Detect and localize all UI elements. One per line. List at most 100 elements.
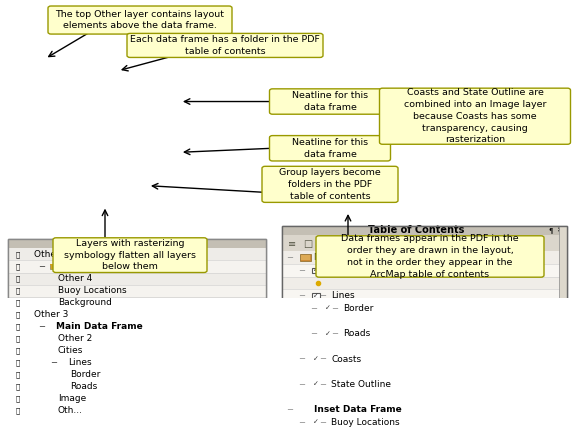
- Text: Group layers become
folders in the PDF
table of contents: Group layers become folders in the PDF t…: [279, 168, 381, 201]
- Text: 👁: 👁: [16, 263, 20, 270]
- Text: ✓: ✓: [313, 267, 319, 273]
- Bar: [8, 273, 266, 285]
- FancyBboxPatch shape: [8, 239, 266, 419]
- Bar: [282, 251, 567, 412]
- Text: −: −: [38, 262, 45, 271]
- Text: ◈: ◈: [320, 240, 328, 249]
- Bar: [8, 345, 266, 357]
- Text: −: −: [319, 355, 326, 363]
- Text: −: −: [310, 329, 318, 338]
- Text: 👁: 👁: [16, 275, 20, 282]
- Text: 👁: 👁: [16, 311, 20, 318]
- Text: Inset Data Frame: Inset Data Frame: [314, 405, 402, 414]
- Text: −: −: [38, 322, 45, 331]
- Text: ¶: ¶: [549, 227, 553, 233]
- Bar: [50, 264, 60, 269]
- FancyBboxPatch shape: [262, 166, 398, 202]
- Text: Buoy Locations: Buoy Locations: [331, 418, 400, 427]
- Text: −: −: [299, 266, 306, 275]
- Text: Layers with rasterizing
symbology flatten all layers
below them: Layers with rasterizing symbology flatte…: [64, 239, 196, 272]
- FancyBboxPatch shape: [379, 88, 570, 144]
- Text: Other 5: Other 5: [34, 250, 68, 259]
- Text: ≡: ≡: [288, 240, 296, 249]
- Bar: [282, 226, 567, 235]
- Text: ✓: ✓: [325, 305, 331, 311]
- Bar: [282, 251, 567, 264]
- Bar: [312, 268, 320, 273]
- Text: □: □: [335, 240, 345, 249]
- Text: 👁: 👁: [16, 251, 20, 258]
- Bar: [314, 369, 326, 374]
- Text: 👁: 👁: [16, 408, 20, 414]
- Text: −: −: [51, 358, 58, 367]
- Text: State Outline: State Outline: [331, 380, 391, 389]
- Text: ≡: ≡: [352, 240, 360, 249]
- Bar: [8, 381, 266, 393]
- Text: 👁: 👁: [16, 335, 20, 342]
- Bar: [282, 353, 567, 365]
- Text: Image: Image: [58, 394, 86, 403]
- Text: Background: Background: [58, 298, 112, 307]
- Text: Neatline for this
data frame: Neatline for this data frame: [292, 91, 368, 112]
- Text: Table of Contents: Table of Contents: [368, 225, 465, 235]
- Text: Roads: Roads: [70, 382, 97, 391]
- Text: −: −: [319, 291, 326, 300]
- Text: 👁: 👁: [16, 384, 20, 390]
- Text: Cities: Cities: [58, 346, 83, 355]
- Text: ✓: ✓: [313, 420, 319, 425]
- Text: ✓: ✓: [325, 330, 331, 337]
- Text: Border: Border: [343, 304, 373, 313]
- Bar: [282, 365, 567, 378]
- Bar: [301, 407, 310, 413]
- Bar: [282, 314, 567, 327]
- Bar: [282, 404, 567, 416]
- Bar: [8, 321, 266, 333]
- FancyBboxPatch shape: [48, 6, 232, 34]
- Text: Main Data Frame: Main Data Frame: [314, 253, 391, 262]
- Text: −: −: [299, 380, 306, 389]
- Text: 👁: 👁: [16, 347, 20, 354]
- Text: Other 2: Other 2: [58, 334, 92, 343]
- Bar: [282, 302, 567, 314]
- Text: Coasts: Coasts: [331, 355, 361, 363]
- Text: −: −: [332, 304, 339, 313]
- Bar: [282, 327, 567, 340]
- Text: −: −: [332, 329, 339, 338]
- FancyBboxPatch shape: [269, 136, 390, 161]
- Bar: [300, 406, 311, 413]
- Text: ✓: ✓: [313, 293, 319, 298]
- Text: Main Data Frame: Main Data Frame: [56, 322, 143, 331]
- Bar: [282, 235, 567, 251]
- Text: −: −: [319, 418, 326, 427]
- Text: □: □: [303, 240, 313, 249]
- Text: Lines: Lines: [331, 291, 355, 300]
- Text: Lines: Lines: [68, 358, 92, 367]
- Text: Other 3: Other 3: [34, 310, 68, 319]
- FancyBboxPatch shape: [282, 226, 567, 412]
- Text: Other 4: Other 4: [58, 274, 92, 283]
- Text: Oth...: Oth...: [58, 406, 83, 415]
- Bar: [282, 277, 567, 289]
- Text: Roads: Roads: [343, 329, 370, 338]
- Text: −: −: [299, 418, 306, 427]
- Text: The top Other layer contains layout
elements above the data frame.: The top Other layer contains layout elem…: [55, 10, 225, 30]
- Bar: [8, 405, 266, 417]
- Bar: [50, 324, 55, 325]
- Text: Cities: Cities: [331, 266, 356, 275]
- Bar: [8, 285, 266, 297]
- Text: −: −: [286, 405, 293, 414]
- Text: 👁: 👁: [16, 299, 20, 306]
- Bar: [559, 226, 567, 412]
- Bar: [50, 264, 55, 265]
- Text: 👁: 👁: [16, 323, 20, 330]
- Bar: [62, 360, 67, 361]
- Bar: [560, 390, 566, 410]
- Bar: [8, 260, 266, 273]
- Bar: [282, 378, 567, 391]
- Text: 👁: 👁: [16, 396, 20, 402]
- Bar: [8, 297, 266, 309]
- Bar: [50, 325, 60, 329]
- Bar: [300, 254, 311, 261]
- Text: Each data frame has a folder in the PDF
table of contents: Each data frame has a folder in the PDF …: [130, 35, 320, 56]
- Bar: [282, 340, 567, 353]
